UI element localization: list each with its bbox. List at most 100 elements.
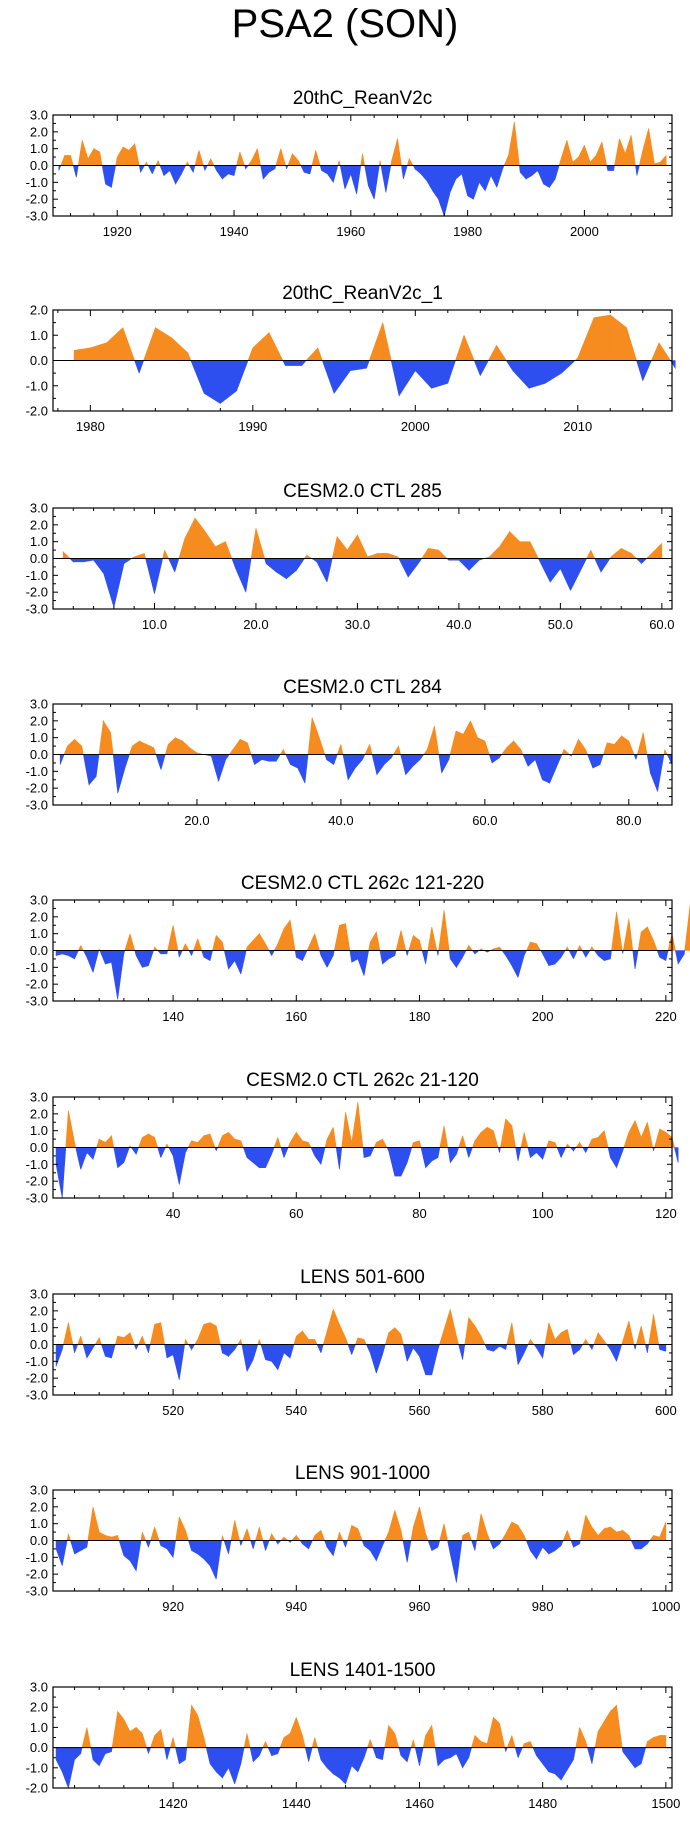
negative-area-series: [55, 1540, 651, 1583]
y-tick-label: 3.0: [30, 1287, 48, 1302]
y-tick-label: 0.0: [30, 1533, 48, 1548]
chart-panel: CESM2.0 CTL 284 -3.0 -2.0 -1.0 0.0 1.0 2.03.0 2…: [26, 677, 673, 828]
y-tick-label: -2.0: [26, 404, 48, 419]
x-tick-label: 580: [532, 1403, 554, 1418]
y-tick-label: 2.0: [30, 1700, 48, 1715]
y-tick-label: 2.0: [30, 1303, 48, 1318]
chart-panel: CESM2.0 CTL 262c 21-120 -3.0 -2.0 -1.0 0.0 1.…: [26, 1070, 679, 1221]
x-tick-label: 940: [285, 1599, 307, 1614]
y-tick-label: 3.0: [30, 1483, 48, 1498]
chart-panel: CESM2.0 CTL 262c 121-220 -3.0 -2.0 -1.0 0.0 1…: [26, 873, 690, 1024]
positive-area-series: [60, 121, 667, 166]
x-tick-label: 2000: [401, 419, 430, 434]
y-tick-label: 2.0: [30, 517, 48, 532]
negative-area-series: [55, 1147, 679, 1199]
x-tick-label: 1920: [103, 224, 132, 239]
y-tick-label: 2.0: [30, 713, 48, 728]
y-tick-label: 1.0: [30, 141, 48, 156]
x-tick-label: 40: [166, 1206, 180, 1221]
positive-area-series: [63, 1309, 660, 1345]
chart-title: CESM2.0 CTL 284: [283, 677, 442, 698]
x-tick-label: 1940: [220, 224, 249, 239]
x-tick-label: 1980: [76, 419, 105, 434]
y-tick-label: -1.0: [26, 1354, 48, 1369]
chart-title: CESM2.0 CTL 285: [283, 481, 442, 502]
x-tick-label: 140: [162, 1009, 184, 1024]
x-tick-label: 1960: [336, 224, 365, 239]
negative-area-series: [55, 1747, 647, 1789]
y-tick-label: 3.0: [30, 108, 48, 123]
y-tick-label: 1.0: [30, 1720, 48, 1735]
y-tick-label: 2.0: [30, 1106, 48, 1121]
y-tick-label: 2.0: [30, 303, 48, 318]
x-tick-label: 1990: [238, 419, 267, 434]
chart-title: 20thC_ReanV2c_1: [282, 283, 443, 304]
y-tick-label: -3.0: [26, 1191, 48, 1206]
x-tick-label: 1480: [528, 1796, 557, 1811]
x-tick-label: 520: [162, 1403, 184, 1418]
x-tick-label: 2010: [563, 419, 592, 434]
y-tick-label: 1.0: [30, 1516, 48, 1531]
positive-area-series: [65, 1102, 675, 1148]
y-tick-label: 0.0: [30, 1740, 48, 1755]
chart-panel: LENS 501-600 -3.0 -2.0 -1.0 0.0 1.0 2.03.0 520 5…: [26, 1267, 677, 1418]
y-tick-label: -1.0: [26, 960, 48, 975]
y-tick-label: 3.0: [30, 893, 48, 908]
y-tick-label: -1.0: [26, 764, 48, 779]
x-tick-label: 120: [655, 1206, 677, 1221]
y-tick-label: 0.0: [30, 158, 48, 173]
x-tick-label: 1980: [453, 224, 482, 239]
y-tick-label: -1.0: [26, 568, 48, 583]
x-tick-label: 40.0: [446, 617, 471, 632]
x-tick-label: 960: [409, 1599, 431, 1614]
y-tick-label: 2.0: [30, 124, 48, 139]
y-tick-label: 1.0: [30, 730, 48, 745]
y-tick-label: -2.0: [26, 1567, 48, 1582]
x-tick-label: 920: [162, 1599, 184, 1614]
y-tick-label: 2.0: [30, 909, 48, 924]
y-tick-label: -1.0: [26, 1760, 48, 1775]
figure-title: PSA2 (SON): [231, 2, 459, 46]
y-tick-label: 0.0: [30, 551, 48, 566]
y-tick-label: 3.0: [30, 1680, 48, 1695]
y-tick-label: 0.0: [30, 1140, 48, 1155]
y-tick-label: -1.0: [26, 175, 48, 190]
x-tick-label: 980: [532, 1599, 554, 1614]
y-tick-label: 3.0: [30, 501, 48, 516]
x-tick-label: 2000: [570, 224, 599, 239]
x-tick-label: 160: [285, 1009, 307, 1024]
x-tick-label: 600: [655, 1403, 677, 1418]
x-tick-label: 1440: [282, 1796, 311, 1811]
y-tick-label: -3.0: [26, 209, 48, 224]
y-tick-label: -2.0: [26, 977, 48, 992]
y-tick-label: -2.0: [26, 781, 48, 796]
negative-area-series: [69, 558, 648, 608]
y-tick-label: -1.0: [26, 1550, 48, 1565]
positive-area-series: [63, 717, 668, 755]
x-tick-label: 40.0: [328, 813, 353, 828]
x-tick-label: 540: [285, 1403, 307, 1418]
x-tick-label: 10.0: [142, 617, 167, 632]
x-tick-label: 1000: [651, 1599, 680, 1614]
y-tick-label: -1.0: [26, 1157, 48, 1172]
y-tick-label: 1.0: [30, 1123, 48, 1138]
x-tick-label: 60.0: [649, 617, 674, 632]
negative-area-series: [55, 1344, 667, 1380]
chart-panel: CESM2.0 CTL 285 -3.0 -2.0 -1.0 0.0 1.0 2.03.0 1…: [26, 481, 675, 632]
positive-area-series: [62, 517, 663, 559]
x-tick-label: 220: [655, 1009, 677, 1024]
y-tick-label: -2.0: [26, 192, 48, 207]
y-tick-label: -2.0: [26, 1174, 48, 1189]
y-tick-label: 1.0: [30, 926, 48, 941]
chart-title: CESM2.0 CTL 262c 21-120: [246, 1070, 479, 1091]
negative-area-series: [59, 754, 673, 794]
x-tick-label: 560: [409, 1403, 431, 1418]
negative-area-series: [55, 950, 686, 1000]
x-tick-label: 20.0: [243, 617, 268, 632]
chart-title: LENS 901-1000: [295, 1463, 430, 1484]
positive-area-series: [73, 314, 671, 361]
y-tick-label: 0.0: [30, 747, 48, 762]
y-tick-label: 0.0: [30, 943, 48, 958]
chart-panel: LENS 1401-1500 -2.0 -1.0 0.0 1.0 2.0 3.0 1420 14…: [26, 1660, 681, 1811]
x-tick-label: 200: [532, 1009, 554, 1024]
